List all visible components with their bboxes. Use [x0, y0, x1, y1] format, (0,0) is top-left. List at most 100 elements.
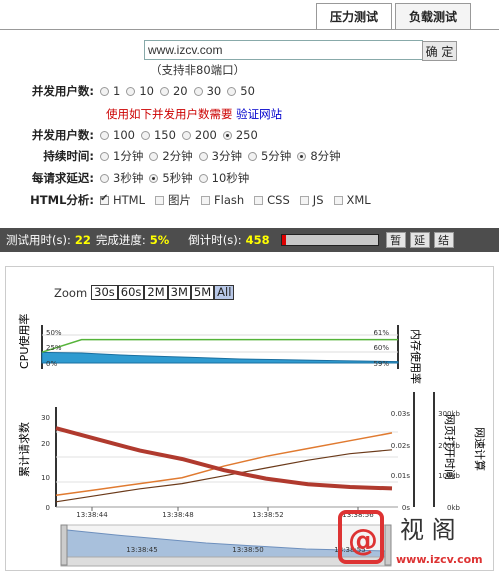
- cpu-tick-1: 25%: [46, 344, 62, 352]
- html-analysis-checkbox-5[interactable]: [333, 195, 343, 205]
- delay-radio-1[interactable]: [149, 173, 159, 183]
- countdown-value: 458: [245, 233, 270, 247]
- duration-radio-2[interactable]: [198, 151, 208, 161]
- html-analysis-option-5[interactable]: XML: [333, 192, 371, 208]
- concurrency1-radio-2[interactable]: [159, 86, 169, 96]
- verify-site-link[interactable]: 验证网站: [236, 107, 283, 121]
- open-time-tick-0: 0.03s: [391, 410, 411, 418]
- memory-line: [41, 338, 398, 353]
- cpu-tick-2: 0%: [46, 360, 57, 368]
- html-analysis-checkbox-1[interactable]: [155, 195, 165, 205]
- zoom-button-All[interactable]: All: [214, 285, 235, 300]
- html-analysis-label-5: XML: [346, 193, 371, 207]
- duration-option-4[interactable]: 8分钟: [297, 148, 341, 164]
- zoom-button-30s[interactable]: 30s: [91, 285, 118, 300]
- html-analysis-option-3[interactable]: CSS: [254, 192, 290, 208]
- navigator-tick-1: 13:38:50: [232, 546, 263, 554]
- zoom-button-60s[interactable]: 60s: [117, 285, 145, 300]
- concurrency1-option-label-4: 50: [240, 84, 255, 98]
- concurrency2-radio-0[interactable]: [100, 130, 109, 140]
- duration-radio-3[interactable]: [247, 151, 257, 161]
- zoom-button-3M[interactable]: 3M: [167, 285, 191, 300]
- concurrency-row-2: 并发用户数: 100 150 200 250: [0, 126, 264, 144]
- navigator-left-handle[interactable]: [60, 524, 68, 566]
- tab-divider: [0, 29, 499, 30]
- html-analysis-label-0: HTML: [113, 193, 146, 207]
- duration-radio-0[interactable]: [100, 151, 109, 161]
- delay-option-0[interactable]: 3秒钟: [100, 170, 143, 186]
- concurrency1-option-label-0: 1: [113, 84, 121, 98]
- html-analysis-checkbox-0[interactable]: [100, 193, 109, 205]
- html-analysis-option-0[interactable]: HTML: [100, 192, 145, 208]
- chart-panel: Zoom 30s 60s 2M 3M 5M All 50% 25% 0% 61% 60% 59% C…: [5, 266, 494, 571]
- concurrency1-radio-0[interactable]: [100, 86, 109, 96]
- delay-option-label-0: 3秒钟: [113, 171, 144, 185]
- concurrency2-radio-2[interactable]: [181, 130, 191, 140]
- delay-option-label-2: 10秒钟: [211, 171, 250, 185]
- concurrency1-option-3[interactable]: 30: [193, 84, 221, 98]
- x-tick-3: 13:38:56: [342, 511, 374, 519]
- delay-radio-0[interactable]: [100, 173, 109, 183]
- html-analysis-label-3: CSS: [267, 193, 290, 207]
- duration-option-2[interactable]: 3分钟: [198, 148, 242, 164]
- svg-text:视 阁: 视 阁: [400, 516, 456, 544]
- requests-tick-2: 10: [41, 474, 50, 482]
- html-analysis-option-1[interactable]: 图片: [155, 192, 191, 208]
- concurrency2-option-1[interactable]: 150: [140, 128, 176, 142]
- html-analysis-checkbox-2[interactable]: [201, 195, 211, 205]
- concurrency2-radio-3[interactable]: [222, 130, 232, 140]
- concurrency1-radio-1[interactable]: [126, 86, 136, 96]
- html-analysis-label: HTML分析:: [30, 193, 94, 207]
- extend-button[interactable]: 延: [409, 232, 430, 248]
- zoom-label: Zoom: [54, 285, 88, 300]
- concurrency1-option-0[interactable]: 1: [100, 84, 120, 98]
- port-hint: （支持非80端口）: [150, 63, 246, 77]
- concurrency2-option-3[interactable]: 250: [222, 128, 258, 142]
- open-time-axis-title: 网页打开时间: [443, 414, 457, 480]
- navigator-right-handle[interactable]: [384, 524, 392, 566]
- html-analysis-option-2[interactable]: Flash: [201, 192, 244, 208]
- html-analysis-checkbox-3[interactable]: [254, 195, 264, 205]
- cpu-axis-title: CPU使用率: [17, 314, 31, 369]
- confirm-button[interactable]: 确 定: [422, 41, 457, 61]
- end-button[interactable]: 结: [433, 232, 454, 248]
- duration-option-1[interactable]: 2分钟: [149, 148, 193, 164]
- concurrency1-radio-3[interactable]: [193, 86, 203, 96]
- requests-line: [55, 449, 393, 503]
- tab-stress-test[interactable]: 压力测试: [316, 3, 393, 29]
- zoom-button-5M[interactable]: 5M: [190, 285, 215, 300]
- mem-tick-1: 60%: [373, 344, 389, 352]
- url-input[interactable]: [144, 40, 423, 60]
- zoom-button-2M[interactable]: 2M: [144, 285, 168, 300]
- html-analysis-checkbox-4[interactable]: [299, 195, 309, 205]
- navigator-tick-2: 13:38:55: [334, 546, 365, 554]
- duration-option-3[interactable]: 5分钟: [247, 148, 291, 164]
- duration-radio-4[interactable]: [297, 151, 307, 161]
- concurrency2-radio-1[interactable]: [140, 130, 150, 140]
- mem-tick-2: 59%: [373, 360, 389, 368]
- concurrency2-option-0[interactable]: 100: [100, 128, 135, 142]
- concurrency1-option-2[interactable]: 20: [159, 84, 188, 98]
- pause-button[interactable]: 暂: [385, 232, 406, 248]
- html-analysis-option-4[interactable]: JS: [299, 192, 324, 208]
- concurrency2-option-label-0: 100: [113, 128, 135, 142]
- tab-load-test[interactable]: 负载测试: [395, 3, 472, 29]
- delay-radio-2[interactable]: [198, 173, 208, 183]
- requests-axis-title: 累计请求数: [18, 422, 31, 477]
- concurrency2-option-2[interactable]: 200: [181, 128, 217, 142]
- duration-option-0[interactable]: 1分钟: [100, 148, 143, 164]
- verify-warning-text: 使用如下并发用户数需要: [106, 107, 233, 121]
- concurrency1-radio-4[interactable]: [227, 86, 237, 96]
- concurrency1-option-1[interactable]: 10: [126, 84, 154, 98]
- delay-label: 每请求延迟:: [31, 171, 94, 185]
- duration-radio-1[interactable]: [149, 151, 159, 161]
- delay-option-2[interactable]: 10秒钟: [198, 170, 250, 186]
- concurrency1-option-4[interactable]: 50: [227, 84, 255, 98]
- speed-tick-3: 0kb: [447, 504, 461, 512]
- speed-tick-0: 300kb: [438, 410, 460, 418]
- delay-option-1[interactable]: 5秒钟: [149, 170, 193, 186]
- duration-label: 持续时间:: [43, 149, 94, 163]
- status-bar: 测试用时(s): 22 完成进度: 5% 倒计时(s): 458 暂 延 结: [0, 228, 499, 252]
- html-analysis-row: HTML分析: HTML 图片 Flash CSS JS XML: [0, 191, 381, 209]
- requests-tick-1: 20: [41, 440, 50, 448]
